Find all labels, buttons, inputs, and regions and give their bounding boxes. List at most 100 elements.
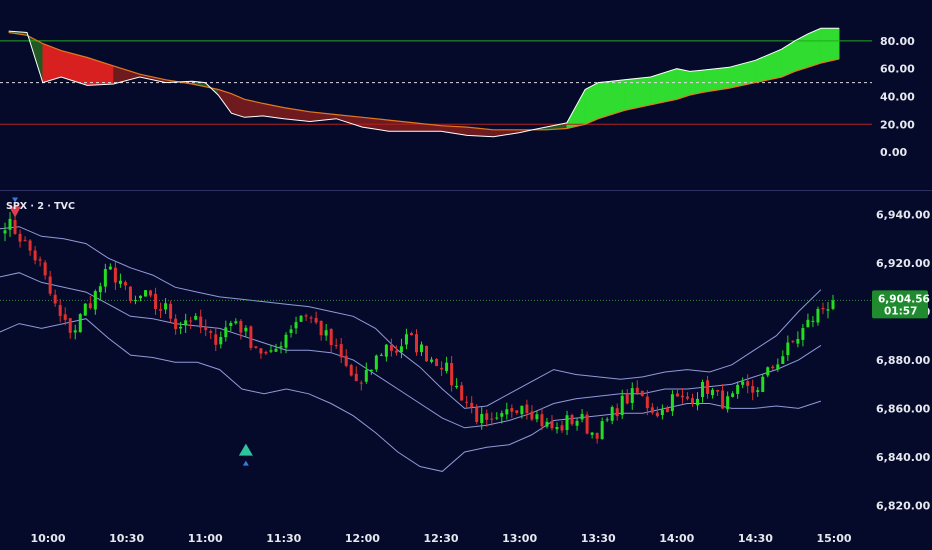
candle-body [349,364,353,376]
candle-body [445,362,449,372]
candle-body [58,305,62,316]
candle-body [289,329,293,333]
candle-body [640,390,644,396]
candle-body [525,404,529,413]
candle-body [189,320,193,322]
candle-body [404,334,408,345]
candle-body [455,385,459,388]
candle-body [394,350,398,353]
candle-body [570,414,574,425]
candle-body [399,346,403,353]
candle-body [505,409,509,415]
candle-body [650,407,654,413]
candle-body [610,407,614,421]
candle-body [224,327,228,338]
candle-body [184,320,188,326]
candle-body [259,348,263,354]
candle-body [475,407,479,423]
candle-body [264,351,268,354]
candle-body [751,386,755,393]
bar-countdown: 01:57 [884,305,917,317]
candle-body [450,363,454,386]
candle-body [339,344,343,358]
candle-body [93,291,97,310]
candle-body [821,307,825,310]
candle-body [3,230,7,234]
candle-body [786,342,790,355]
sell-signal-marker [9,206,22,218]
candle-body [515,410,519,413]
candle-body [801,328,805,340]
candle-body [600,421,604,440]
candle-body [204,326,208,331]
candle-body [53,294,57,304]
candle-body [791,340,795,342]
candle-body [354,373,358,381]
candle-body [329,328,333,345]
price-panel[interactable]: 6,940.006,920.006,900.006,880.006,860.00… [0,197,931,513]
oscillator-tick-label: 60.00 [880,63,915,76]
candle-body [645,396,649,409]
last-price-value: 6,904.56 [878,293,930,305]
candle-body [144,290,148,297]
candle-body [565,415,569,431]
candle-body [510,408,514,412]
candle-body [43,262,47,276]
candle-body [314,317,318,323]
candle-body [113,267,117,283]
candle-body [701,381,705,398]
candle-body [776,364,780,370]
candle-body [78,314,82,333]
price-tick-label: 6,920.00 [876,257,931,270]
candle-body [414,334,418,353]
candle-body [635,387,639,393]
time-tick-label: 12:00 [345,532,380,545]
candle-body [816,308,820,323]
candle-body [655,412,659,417]
candle-body [138,295,142,299]
candle-body [736,384,740,394]
oscillator-fill-segment [807,27,822,68]
candle-body [746,381,750,386]
candle-body [465,401,469,403]
time-axis[interactable]: 10:00 10:30 11:00 11:30 12:00 12:30 13:00 13:30… [30,532,851,545]
time-tick-label: 15:00 [816,532,851,545]
time-tick-label: 13:30 [581,532,616,545]
middle-band-line [0,272,822,429]
candle-body [680,395,684,398]
candle-body [319,320,323,336]
candle-body [269,350,273,352]
candle-body [460,385,464,401]
buy-signal-marker [238,443,253,456]
candle-body [239,320,243,333]
candle-body [550,421,554,429]
time-tick-label: 10:00 [30,532,65,545]
candle-body [73,330,77,333]
last-price-tag: 6,904.56 01:57 [872,290,930,319]
candle-body [831,300,835,309]
candle-body [174,318,178,330]
candle-body [535,414,539,420]
oscillator-panel[interactable]: 80.00 60.00 40.00 20.00 0.00 [0,27,915,159]
oscillator-tick-label: 20.00 [880,118,915,131]
candle-body [485,413,489,420]
candle-body [425,345,429,362]
candle-body [685,396,689,399]
session-marker [12,197,19,203]
candle-body [716,390,720,392]
candle-body [28,240,32,251]
time-tick-label: 14:30 [738,532,773,545]
candle-body [389,344,393,351]
time-tick-label: 10:30 [109,532,144,545]
symbol-label[interactable]: SPX · 2 · TVC [6,201,75,212]
candle-body [249,326,253,348]
candle-body [118,280,122,284]
candle-body [164,303,168,310]
candle-body [660,409,664,415]
candle-body [108,266,112,270]
candle-body [8,218,12,230]
candle-body [169,303,173,319]
candle-body [98,286,102,293]
candle-body [194,315,198,320]
